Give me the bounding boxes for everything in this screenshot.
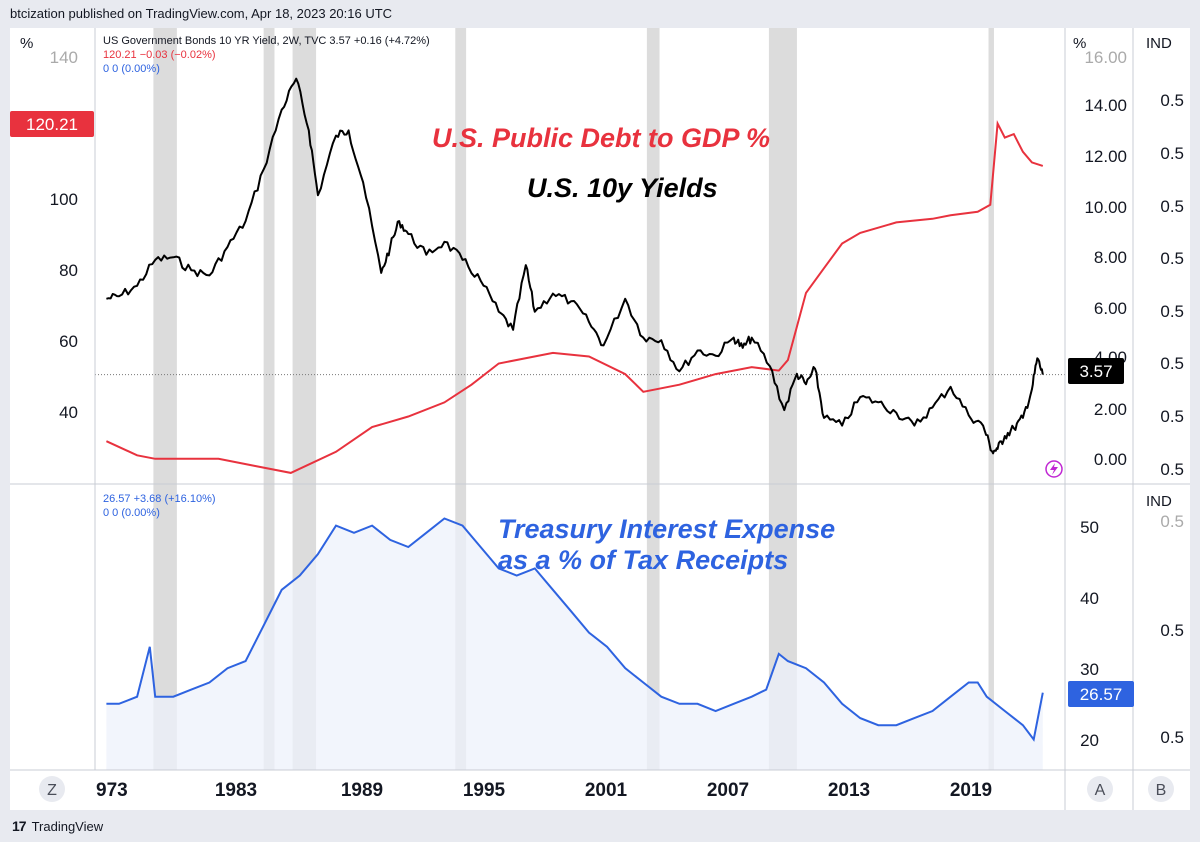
right-tick: 12.00 [1084,147,1127,166]
right-tick: 0.00 [1094,450,1127,469]
right-tick: 16.00 [1084,48,1127,67]
lightning-icon[interactable] [1045,460,1063,478]
footer-bar [0,810,1200,842]
recession-band [768,28,797,770]
debt-legend[interactable]: 120.21 −0.03 (−0.02%) [103,49,216,61]
auto-scale-button[interactable]: A [1087,776,1113,802]
right-tick: 8.00 [1094,248,1127,267]
time-label: 1983 [215,780,257,801]
right-tick: 30 [1080,660,1099,679]
right-tick: 20 [1080,731,1099,750]
time-label: 2007 [707,780,749,801]
ind-tick: 0.5 [1160,621,1184,640]
interest-expense-area [106,518,1043,770]
time-label: 1989 [341,780,383,801]
published-by-bar: btcization published on TradingView.com,… [0,0,1200,28]
recession-band [263,28,275,770]
log-scale-button-label: B [1156,782,1167,799]
ind-tick: 0.5 [1160,144,1184,163]
ten-year-yield-line [106,77,1044,455]
right-tick: 50 [1080,518,1099,537]
debt-annotation: U.S. Public Debt to GDP % [432,123,770,153]
auto-scale-button-label: A [1095,782,1106,799]
ind-label-top: IND [1146,35,1172,52]
time-label: 2019 [950,780,992,801]
top-secondary-legend[interactable]: 0 0 (0.00%) [103,63,160,75]
time-label: 1995 [463,780,506,801]
ind-tick: 0.5 [1160,249,1184,268]
right-unit-label: % [1073,35,1086,52]
right-tick: 10.00 [1084,198,1127,217]
ind-tick: 0.5 [1160,354,1184,373]
debt-price-label-text: 120.21 [26,115,78,134]
log-scale-button[interactable]: B [1148,776,1174,802]
left-tick: 40 [59,403,78,422]
interest-expense-line [106,517,1044,742]
left-tick: 60 [59,332,78,351]
bottom-ind-axis-ticks: 0.5 0.5 0.5 [1160,512,1184,747]
time-label: 2001 [585,780,628,801]
interest-annotation-line1: Treasury Interest Expense [498,514,835,544]
right-tick: 2.00 [1094,400,1127,419]
ind-tick: 0.5 [1160,728,1184,747]
left-tick: 80 [59,261,78,280]
yield-annotation: U.S. 10y Yields [527,173,718,203]
left-axis-ticks: 140 100 80 60 40 [50,48,78,422]
time-axis-labels: 973 1983 1989 1995 2001 2007 2013 2019 [96,780,992,801]
debt-to-gdp-line [105,119,1044,474]
bottom-right-axis-ticks: 50 40 30 20 [1080,518,1099,750]
recession-band [646,28,660,770]
recession-band [455,28,467,770]
interest-legend[interactable]: 26.57 +3.68 (+16.10%) [103,493,216,505]
ind-tick: 0.5 [1160,512,1184,531]
debt-price-label: 120.21 [10,111,94,137]
right-tick: 14.00 [1084,96,1127,115]
published-by-text: btcization published on TradingView.com,… [10,6,393,21]
left-tick: 100 [50,190,78,209]
bottom-secondary-legend[interactable]: 0 0 (0.00%) [103,507,160,519]
ind-label-bottom: IND [1146,493,1172,510]
interest-annotation-line2: as a % of Tax Receipts [498,545,788,575]
ind-tick: 0.5 [1160,197,1184,216]
recession-band [153,28,177,770]
left-tick: 140 [50,48,78,67]
time-label: 2013 [828,780,870,801]
ind-axis-ticks-top: 0.5 0.5 0.5 0.5 0.5 0.5 0.5 0.5 [1160,91,1184,479]
right-tick: 40 [1080,589,1099,608]
recession-band [988,28,994,770]
ind-tick: 0.5 [1160,460,1184,479]
yield-legend[interactable]: US Government Bonds 10 YR Yield, 2W, TVC… [103,35,430,47]
time-label: 973 [96,780,128,801]
interest-price-label: 26.57 [1068,681,1134,707]
yield-price-label-text: 3.57 [1079,362,1112,381]
interest-price-label-text: 26.57 [1080,685,1123,704]
yield-price-label: 3.57 [1068,358,1124,384]
zoom-button-label: Z [47,782,57,799]
tradingview-brand-text: TradingView [31,818,104,834]
right-axis-ticks: 16.00 14.00 12.00 10.00 8.00 6.00 4.00 2… [1084,48,1127,469]
tradingview-logo-icon: 17 [12,818,27,834]
ind-tick: 0.5 [1160,91,1184,110]
right-tick: 6.00 [1094,299,1127,318]
ind-tick: 0.5 [1160,407,1184,426]
left-unit-label: % [20,35,33,52]
ind-tick: 0.5 [1160,302,1184,321]
zoom-button[interactable]: Z [39,776,65,802]
tradingview-brand[interactable]: 17 TradingView [12,818,103,834]
